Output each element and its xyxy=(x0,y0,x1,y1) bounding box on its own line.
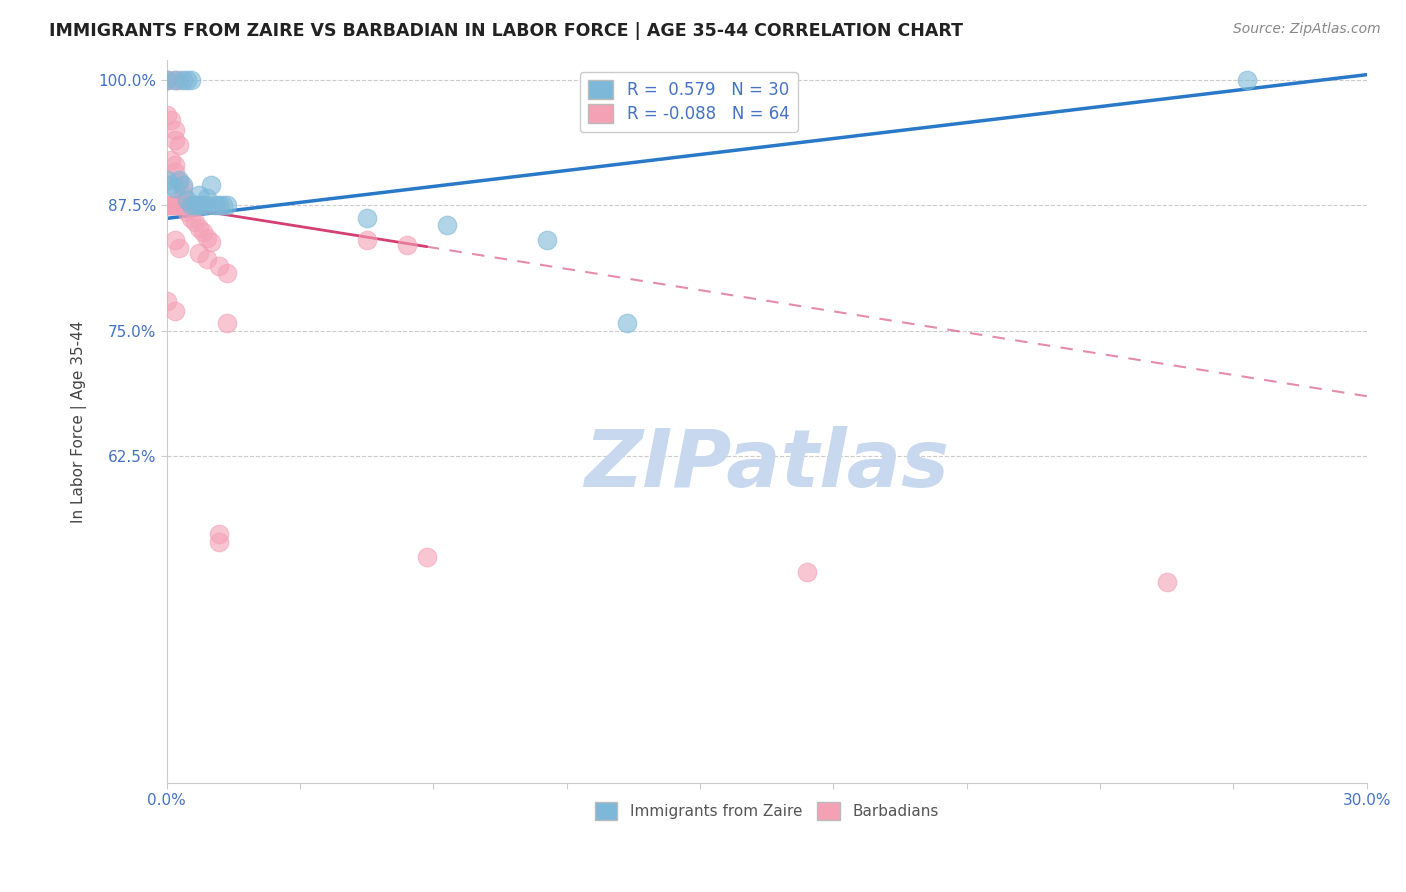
Point xyxy=(176,205,198,219)
Point xyxy=(416,549,439,564)
Point xyxy=(172,72,194,87)
Point xyxy=(187,221,209,235)
Point xyxy=(163,133,186,147)
Point xyxy=(356,211,378,226)
Point xyxy=(356,234,378,248)
Point xyxy=(208,198,231,212)
Point xyxy=(195,231,218,245)
Point xyxy=(156,198,179,212)
Point xyxy=(172,181,194,195)
Point xyxy=(163,72,186,87)
Point xyxy=(395,238,418,252)
Point xyxy=(195,191,218,205)
Point xyxy=(159,153,181,167)
Point xyxy=(180,198,202,212)
Point xyxy=(159,198,181,212)
Point xyxy=(167,138,190,153)
Point xyxy=(200,235,222,250)
Point xyxy=(536,234,558,248)
Point xyxy=(204,198,226,212)
Point xyxy=(1156,575,1178,590)
Point xyxy=(167,198,190,212)
Point xyxy=(1236,72,1258,87)
Point xyxy=(156,173,179,187)
Point xyxy=(163,158,186,172)
Point xyxy=(208,526,231,541)
Point xyxy=(156,108,179,122)
Point xyxy=(436,219,458,233)
Point xyxy=(167,173,190,187)
Point xyxy=(156,72,179,87)
Point xyxy=(167,198,190,212)
Point xyxy=(156,72,179,87)
Point xyxy=(159,198,181,212)
Text: IMMIGRANTS FROM ZAIRE VS BARBADIAN IN LABOR FORCE | AGE 35-44 CORRELATION CHART: IMMIGRANTS FROM ZAIRE VS BARBADIAN IN LA… xyxy=(49,22,963,40)
Point xyxy=(163,165,186,179)
Point xyxy=(156,198,179,212)
Point xyxy=(180,211,202,226)
Point xyxy=(159,198,181,212)
Point xyxy=(191,198,214,212)
Point xyxy=(208,535,231,549)
Point xyxy=(180,72,202,87)
Point xyxy=(156,293,179,308)
Point xyxy=(167,175,190,189)
Text: ZIPatlas: ZIPatlas xyxy=(585,425,949,504)
Point xyxy=(184,215,207,229)
Point xyxy=(163,234,186,248)
Point xyxy=(184,198,207,212)
Point xyxy=(172,178,194,193)
Point xyxy=(215,198,238,212)
Point xyxy=(208,259,231,273)
Point xyxy=(796,565,818,579)
Point xyxy=(163,181,186,195)
Text: Source: ZipAtlas.com: Source: ZipAtlas.com xyxy=(1233,22,1381,37)
Point xyxy=(195,252,218,266)
Point xyxy=(163,198,186,212)
Point xyxy=(163,303,186,318)
Point xyxy=(176,72,198,87)
Legend: Immigrants from Zaire, Barbadians: Immigrants from Zaire, Barbadians xyxy=(589,797,945,826)
Point xyxy=(191,226,214,240)
Point xyxy=(187,198,209,212)
Point xyxy=(163,198,186,212)
Point xyxy=(156,72,179,87)
Point xyxy=(211,198,233,212)
Point xyxy=(159,112,181,127)
Point xyxy=(176,194,198,208)
Point xyxy=(176,198,198,212)
Point xyxy=(200,178,222,193)
Point xyxy=(167,242,190,256)
Point xyxy=(187,188,209,202)
Point xyxy=(187,245,209,260)
Point xyxy=(172,198,194,212)
Point xyxy=(156,198,179,212)
Point xyxy=(163,72,186,87)
Point xyxy=(167,72,190,87)
Point xyxy=(163,123,186,137)
Y-axis label: In Labor Force | Age 35-44: In Labor Force | Age 35-44 xyxy=(72,320,87,523)
Point xyxy=(195,198,218,212)
Point xyxy=(215,316,238,330)
Point xyxy=(616,316,638,330)
Point xyxy=(172,188,194,202)
Point xyxy=(159,178,181,193)
Point xyxy=(215,266,238,280)
